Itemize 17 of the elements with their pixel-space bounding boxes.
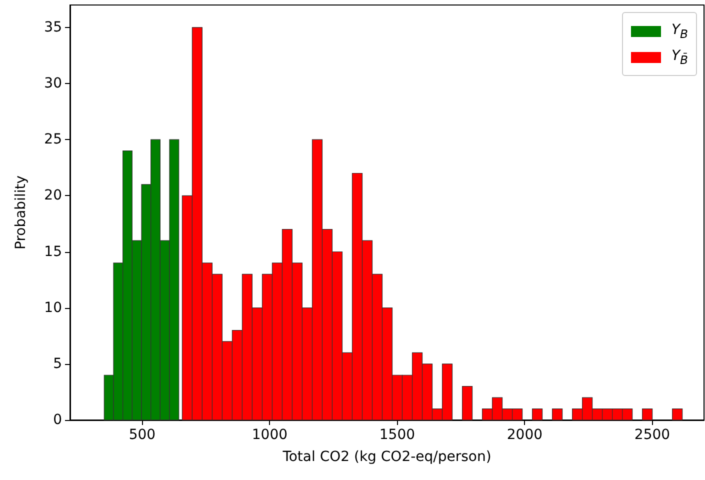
x-tick-label: 500 [128,427,156,443]
x-tick-label: 1500 [379,427,416,443]
y-tick-label: 10 [44,300,62,316]
x-tick-label: 1000 [252,427,288,443]
y-tick-label: 25 [44,132,62,148]
legend-label: Y$_{B̄}$ [671,48,688,66]
y-tick-label: 15 [44,244,62,260]
y-tick-label: 5 [53,356,62,372]
y-tick-label: 20 [44,188,62,204]
y-tick-label: 35 [44,19,62,36]
legend-label: Y$_{B}$ [671,22,688,40]
x-tick-label: 2000 [506,427,543,443]
y-tick-label: 0 [53,412,62,428]
y-tick-label: 30 [44,76,62,92]
x-axis-title: Total CO2 (kg CO2-eq/person) [282,449,492,465]
x-tick-label: 2500 [634,427,670,443]
y-axis-title: Probability [13,175,29,250]
